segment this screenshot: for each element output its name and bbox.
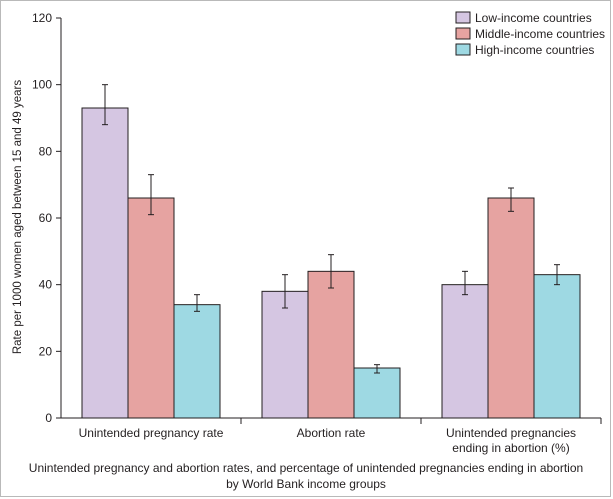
- x-category-label-1: Abortion rate: [297, 426, 366, 440]
- y-axis-label: Rate per 1000 women aged between 15 and …: [12, 80, 24, 355]
- bar-2-0: [441, 284, 489, 419]
- bar-0-2: [173, 304, 221, 419]
- bars: [81, 84, 581, 419]
- legend-swatch-2: [455, 43, 471, 56]
- legend: Low-income countries Middle-income countr…: [455, 11, 605, 57]
- legend-label-2: High-income countries: [475, 43, 594, 57]
- y-tick-label-60: 60: [39, 211, 53, 225]
- y-tick-label-80: 80: [39, 144, 53, 158]
- x-category-label-2-line-0: Unintended pregnancies: [446, 426, 576, 440]
- bar-0-1: [127, 197, 175, 419]
- x-category-label-2-line-1: ending in abortion (%): [452, 441, 569, 455]
- caption-line-1: Unintended pregnancy and abortion rates,…: [29, 461, 583, 475]
- bar-1-1: [307, 270, 355, 419]
- axes: 0 20 40 60 80 100 120 Unintended pregnancy rate…: [32, 11, 602, 455]
- bar-2-2: [533, 274, 581, 419]
- y-tick-label-40: 40: [39, 278, 53, 292]
- y-tick-label-120: 120: [32, 11, 52, 25]
- bar-2-1: [487, 197, 535, 419]
- legend-swatch-1: [455, 27, 471, 40]
- legend-label-1: Middle-income countries: [475, 27, 605, 41]
- y-tick-label-0: 0: [45, 411, 52, 425]
- bar-1-2: [353, 367, 401, 419]
- y-tick-label-100: 100: [32, 78, 52, 92]
- x-category-label-0: Unintended pregnancy rate: [79, 426, 224, 440]
- bar-0-0: [81, 107, 129, 419]
- legend-label-0: Low-income countries: [475, 11, 592, 25]
- legend-swatch-0: [455, 11, 471, 24]
- bar-1-0: [261, 290, 309, 419]
- y-tick-label-20: 20: [39, 344, 53, 358]
- caption-line-2: by World Bank income groups: [226, 477, 386, 491]
